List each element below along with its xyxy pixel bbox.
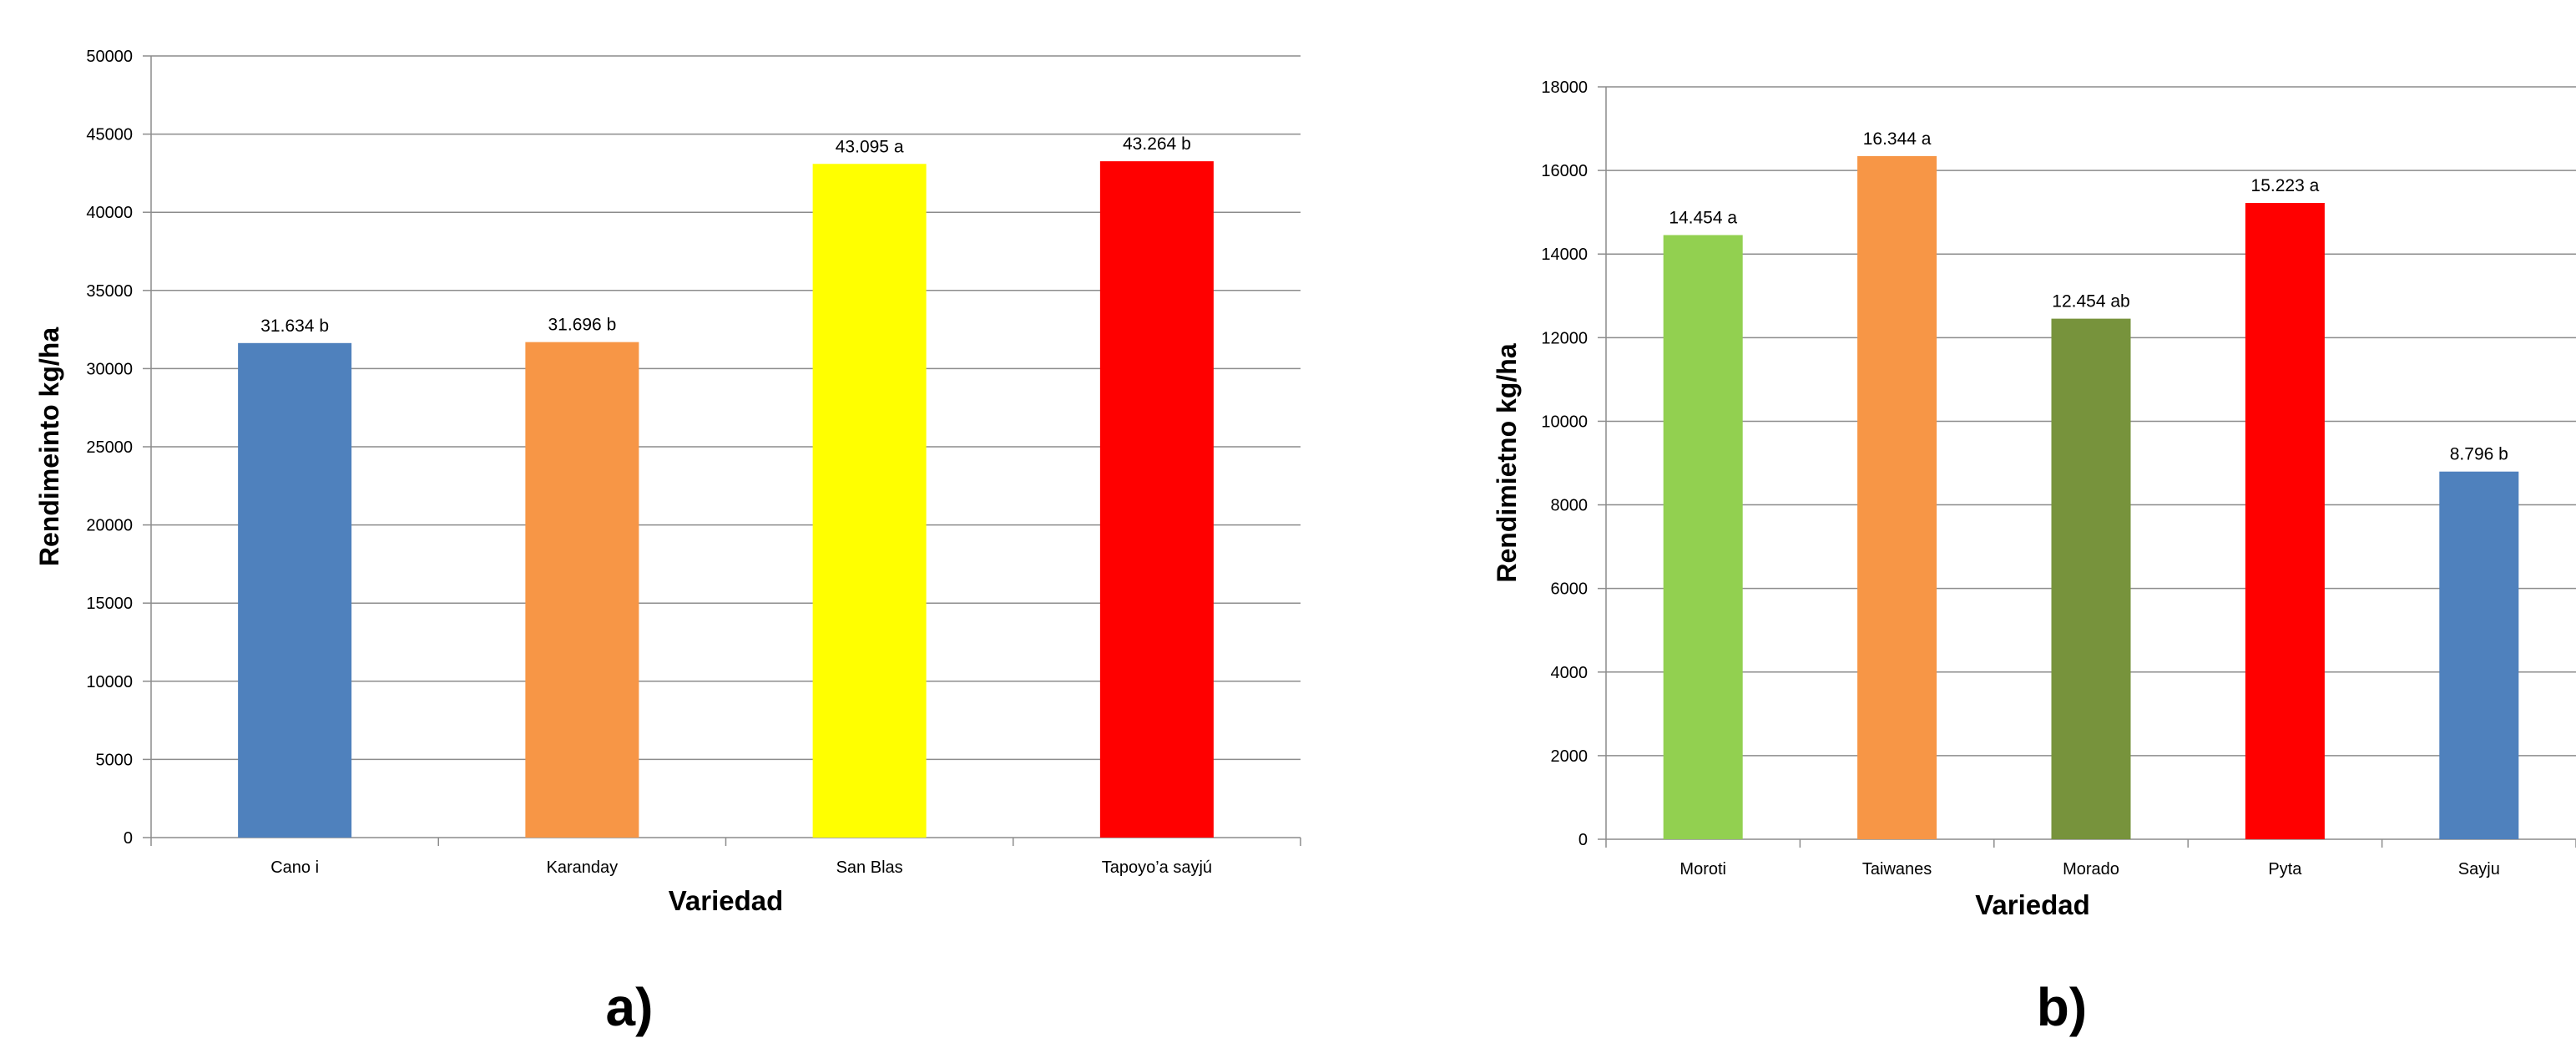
y-tick-label: 2000 [1551, 747, 1589, 766]
data-label: 31.634 b [260, 316, 329, 336]
chart-b: 0 2000 4000 6000 8000 10000 12000 14000 16000 180… [1492, 78, 2576, 1037]
x-tick-label: Cano i [270, 858, 319, 877]
x-tick-label: Karanday [547, 858, 619, 877]
bar [1663, 235, 1743, 839]
bar [525, 342, 639, 838]
y-tick-label: 0 [124, 829, 133, 848]
data-label: 16.344 a [1863, 129, 1932, 149]
x-tick-label: Morado [2063, 860, 2119, 879]
x-axis-title: Variedad [669, 885, 784, 916]
x-tick-label: Moroti [1679, 860, 1726, 879]
x-tick-label: San Blas [836, 858, 903, 877]
y-tick-label: 25000 [86, 438, 133, 457]
y-tick-label: 20000 [86, 517, 133, 535]
y-tick-label: 12000 [1541, 329, 1588, 347]
x-axis-title: Variedad [1975, 889, 2090, 920]
chart-a: 0 5000 10000 15000 20000 25000 30000 35000 40000… [34, 48, 1301, 1037]
y-axis-title: Rendimietno kg/ha [1492, 343, 1522, 582]
x-tick-label: Sayju [2458, 860, 2500, 879]
y-tick-label: 50000 [86, 48, 133, 66]
panel-label: a) [606, 977, 654, 1037]
y-tick-label: 5000 [96, 751, 134, 769]
y-tick-label: 45000 [86, 126, 133, 144]
panel-label: b) [2037, 977, 2087, 1037]
y-tick-label: 18000 [1541, 78, 1588, 97]
bar [812, 164, 927, 838]
bar [238, 342, 352, 838]
y-tick-label: 4000 [1551, 664, 1589, 682]
data-label: 12.454 ab [2052, 292, 2129, 311]
bar [2051, 318, 2131, 839]
data-label: 43.095 a [836, 137, 904, 156]
data-label: 8.796 b [2450, 445, 2508, 464]
data-label: 15.223 a [2251, 176, 2320, 195]
bar [1099, 161, 1214, 838]
bar [2245, 203, 2325, 839]
x-tick-label: Pyta [2268, 860, 2302, 879]
data-label: 31.696 b [548, 316, 617, 335]
y-tick-label: 10000 [1541, 413, 1588, 431]
y-tick-label: 35000 [86, 282, 133, 301]
y-axis-title: Rendimeinto kg/ha [34, 327, 64, 566]
bar [2439, 471, 2519, 839]
y-tick-label: 0 [1578, 831, 1588, 849]
y-tick-label: 30000 [86, 360, 133, 378]
y-tick-label: 16000 [1541, 162, 1588, 180]
data-label: 43.264 b [1123, 134, 1191, 154]
y-tick-label: 6000 [1551, 580, 1589, 599]
y-tick-label: 10000 [86, 673, 133, 691]
bar [1857, 155, 1937, 840]
x-tick-label: Tapoyo’a sayjú [1102, 858, 1212, 877]
x-tick-label: Taiwanes [1862, 860, 1932, 879]
y-tick-label: 8000 [1551, 497, 1589, 515]
y-tick-label: 14000 [1541, 246, 1588, 264]
y-tick-label: 15000 [86, 595, 133, 613]
data-label: 14.454 a [1669, 208, 1737, 227]
y-tick-label: 40000 [86, 204, 133, 222]
